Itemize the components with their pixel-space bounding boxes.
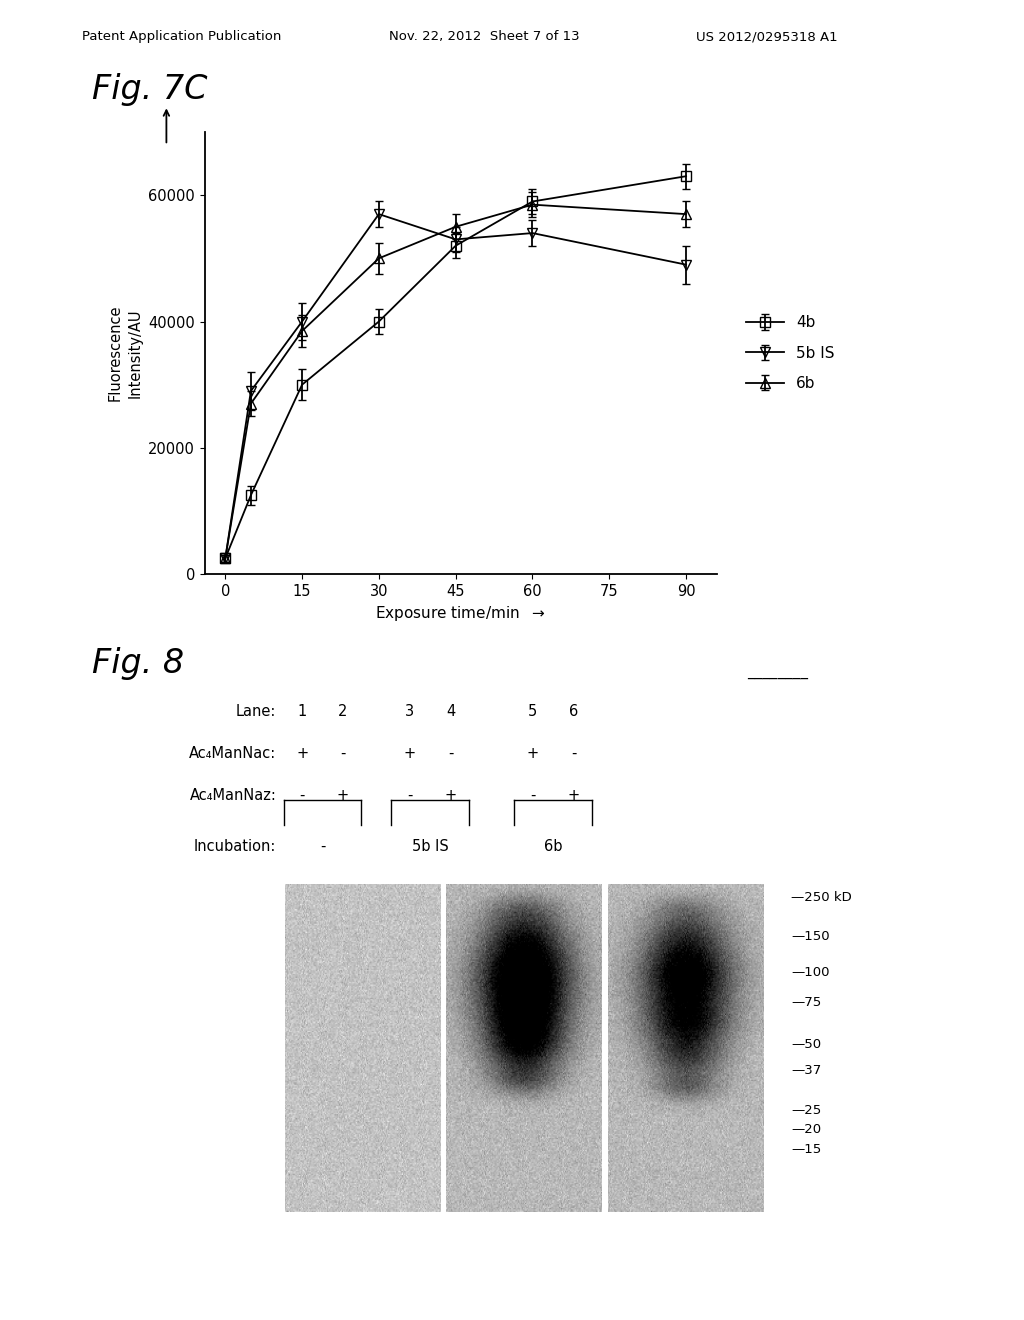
Text: Incubation:: Incubation:: [195, 840, 276, 854]
Text: 3: 3: [406, 704, 414, 718]
Text: Ac₄ManNac:: Ac₄ManNac:: [189, 746, 276, 760]
Text: -: -: [299, 788, 305, 803]
Text: -: -: [447, 746, 454, 760]
Text: Ac₄ManNaz:: Ac₄ManNaz:: [189, 788, 276, 803]
Text: 2: 2: [338, 704, 348, 718]
Text: Patent Application Publication: Patent Application Publication: [82, 30, 282, 44]
Text: Fig. 7C: Fig. 7C: [92, 73, 208, 106]
X-axis label: Exposure time/min  $\rightarrow$: Exposure time/min $\rightarrow$: [376, 605, 546, 623]
Text: —75: —75: [792, 995, 821, 1008]
Text: US 2012/0295318 A1: US 2012/0295318 A1: [696, 30, 838, 44]
Text: —150: —150: [792, 931, 829, 944]
Text: Nov. 22, 2012  Sheet 7 of 13: Nov. 22, 2012 Sheet 7 of 13: [389, 30, 580, 44]
Text: Lane:: Lane:: [237, 704, 276, 718]
Text: —50: —50: [792, 1039, 821, 1051]
Legend: 4b, 5b IS, 6b: 4b, 5b IS, 6b: [739, 309, 841, 397]
Text: 5b IS: 5b IS: [412, 840, 449, 854]
Text: —37: —37: [792, 1064, 821, 1077]
Text: -: -: [407, 788, 413, 803]
Text: —15: —15: [792, 1143, 821, 1156]
Text: 4: 4: [445, 704, 456, 718]
Text: -: -: [319, 840, 326, 854]
Text: -: -: [529, 788, 536, 803]
Text: —20: —20: [792, 1123, 821, 1137]
Y-axis label: Fluorescence
Intensity/AU: Fluorescence Intensity/AU: [108, 305, 142, 401]
Text: 5: 5: [527, 704, 538, 718]
Text: Fig. 8: Fig. 8: [92, 647, 184, 680]
Text: 6: 6: [568, 704, 579, 718]
Text: 6b: 6b: [544, 840, 562, 854]
Text: +: +: [526, 746, 539, 760]
Text: —25: —25: [792, 1104, 821, 1117]
Text: +: +: [403, 746, 416, 760]
Text: +: +: [567, 788, 580, 803]
Text: +: +: [296, 746, 308, 760]
Text: +: +: [444, 788, 457, 803]
Text: -: -: [340, 746, 346, 760]
Text: —100: —100: [792, 966, 829, 979]
Text: —250 kD: —250 kD: [792, 891, 852, 904]
Text: +: +: [337, 788, 349, 803]
Text: -: -: [570, 746, 577, 760]
Text: ________: ________: [748, 664, 809, 678]
Text: 1: 1: [297, 704, 307, 718]
